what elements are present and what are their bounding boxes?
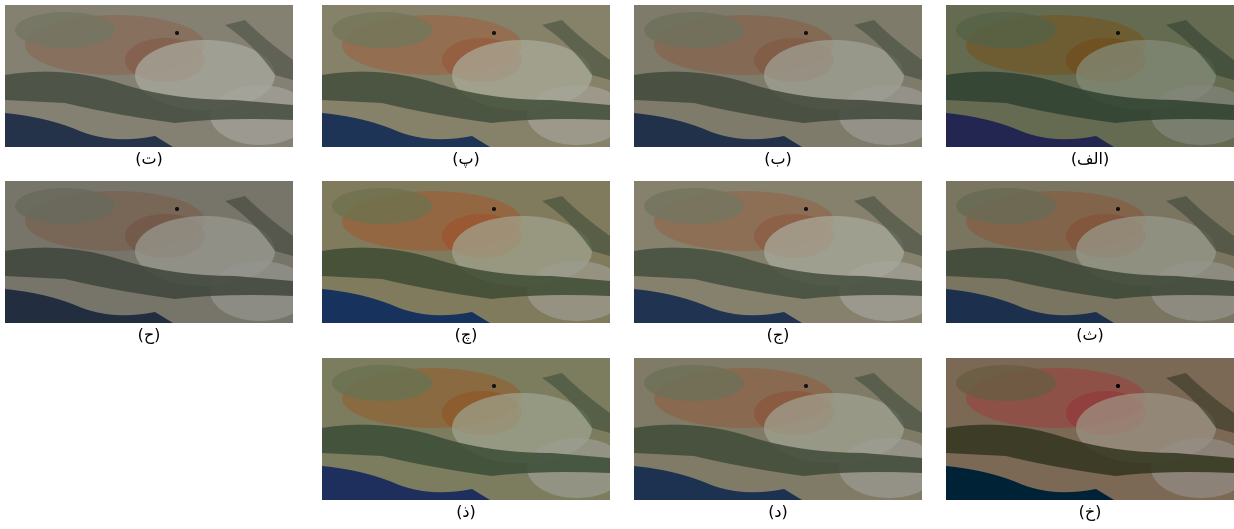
panel: (ث) [946, 181, 1234, 345]
satellite-image [322, 5, 610, 147]
panel: (پ) [322, 5, 610, 169]
satellite-image [634, 5, 922, 147]
panel-label: (ت) [5, 149, 293, 169]
satellite-image [946, 181, 1234, 323]
satellite-image [946, 358, 1234, 500]
panel: (ب) [634, 5, 922, 169]
panel-label: (پ) [322, 149, 610, 169]
panel-label: (چ) [322, 325, 610, 345]
panel: (الف) [946, 5, 1234, 169]
panel: (ج) [634, 181, 922, 345]
satellite-image [5, 5, 293, 147]
panel-label: (د) [634, 502, 922, 522]
panel-label: (الف) [946, 149, 1234, 169]
panel: (ذ) [322, 358, 610, 522]
panel: (ح) [5, 181, 293, 345]
satellite-image [5, 181, 293, 323]
satellite-image [322, 358, 610, 500]
satellite-image [634, 358, 922, 500]
satellite-image [946, 5, 1234, 147]
satellite-image [322, 181, 610, 323]
panel-label: (ذ) [322, 502, 610, 522]
panel-label: (ح) [5, 325, 293, 345]
panel-label: (ج) [634, 325, 922, 345]
panel: (چ) [322, 181, 610, 345]
panel-label: (ث) [946, 325, 1234, 345]
panel: (خ) [946, 358, 1234, 522]
panel-label: (ب) [634, 149, 922, 169]
panel-label: (خ) [946, 502, 1234, 522]
panel: (ت) [5, 5, 293, 169]
satellite-image [634, 181, 922, 323]
panel: (د) [634, 358, 922, 522]
figure: {"panels": [ {"label": "(الف)"}, {"label… [0, 0, 1234, 529]
